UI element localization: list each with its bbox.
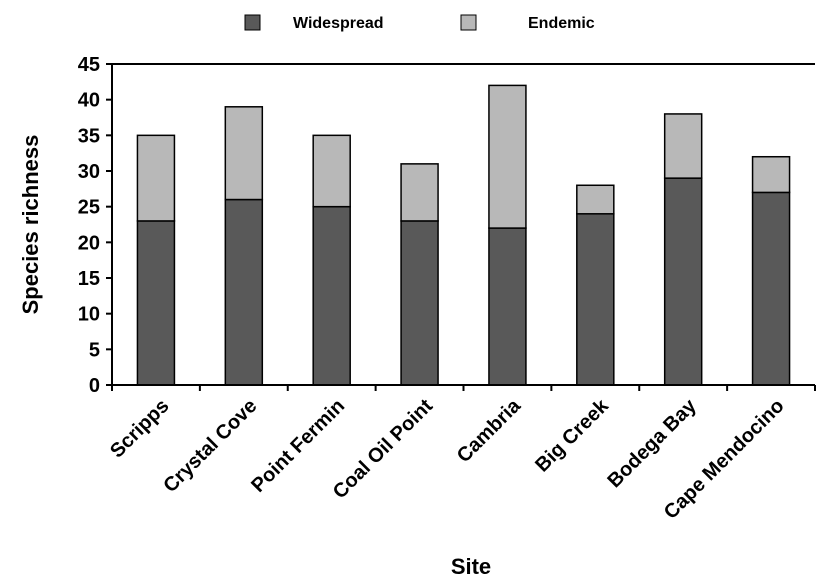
- bar-widespread-0: [136, 220, 176, 386]
- legend-label-endemic: Endemic: [528, 15, 595, 32]
- bar-endemic-4: [488, 84, 527, 229]
- y-tick-label: 40: [78, 90, 100, 112]
- x-axis-title: Site: [451, 554, 491, 579]
- bar-widespread-5: [576, 213, 615, 386]
- bar-endemic-3: [400, 163, 439, 222]
- bar-endemic-6: [663, 113, 703, 179]
- bar-endemic-5: [576, 184, 615, 215]
- bars-group: [136, 84, 791, 386]
- bar-widespread-7: [751, 191, 791, 386]
- x-tick-label: Big Creek: [531, 394, 613, 476]
- y-tick-label: 0: [89, 375, 100, 397]
- bar-widespread-4: [488, 227, 527, 386]
- y-tick-label: 15: [78, 268, 100, 290]
- bar-endemic-2: [312, 134, 351, 208]
- y-tick-label: 10: [78, 304, 100, 326]
- bar-endemic-1: [224, 106, 264, 201]
- legend: Widespread Endemic: [244, 14, 595, 32]
- bar-widespread-3: [400, 220, 439, 386]
- x-tick-label: Bodega Bay: [603, 394, 701, 492]
- x-tick-label: Scripps: [106, 395, 173, 462]
- bar-widespread-2: [312, 205, 351, 386]
- y-tick-label: 20: [78, 232, 100, 254]
- bar-endemic-7: [751, 155, 791, 194]
- y-axis-title: Species richness: [18, 135, 43, 315]
- y-tick-label: 25: [78, 197, 100, 219]
- y-tick-label: 5: [89, 339, 100, 361]
- legend-label-widespread: Widespread: [293, 15, 384, 32]
- y-tick-label: 35: [78, 125, 100, 147]
- y-axis-ticks: 0 5 10 15 20 25 30 35 40 45: [78, 54, 112, 397]
- legend-swatch-widespread: [244, 14, 261, 31]
- bar-widespread-1: [224, 198, 264, 386]
- bar-widespread-6: [663, 177, 703, 386]
- x-tick-label: Cambria: [453, 394, 526, 467]
- y-tick-label: 30: [78, 161, 100, 183]
- legend-swatch-endemic: [460, 14, 477, 31]
- y-tick-label: 45: [78, 54, 100, 76]
- x-tick-label: Crystal Cove: [159, 395, 261, 497]
- bar-endemic-0: [136, 134, 176, 222]
